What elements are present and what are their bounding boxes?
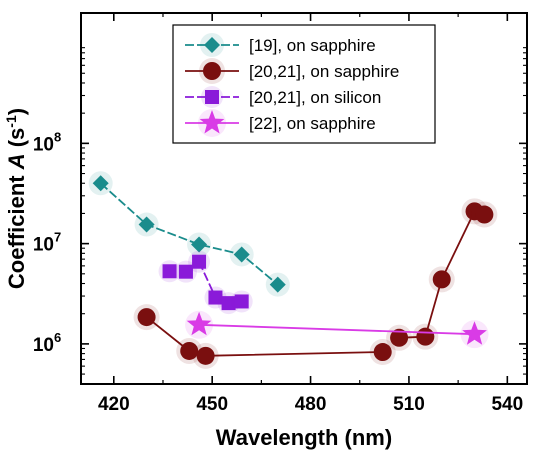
series-3-point [178, 264, 193, 279]
series-3-point [162, 264, 177, 279]
series-2-point [432, 270, 451, 289]
series-2-point [180, 341, 199, 360]
series-3-point [192, 254, 207, 269]
y-tick-exponent: 7 [54, 230, 61, 245]
legend-marker-1 [204, 37, 220, 53]
series-3-point [208, 290, 223, 305]
y-axis-title-part: A [4, 153, 29, 170]
series-2-point [390, 328, 409, 347]
y-tick-base: 10 [33, 134, 54, 155]
series-3-point [221, 296, 236, 311]
legend-marker-2 [203, 62, 221, 80]
series-1-point [269, 276, 286, 293]
y-tick-base: 10 [33, 235, 54, 256]
legend-label-1: [19], on sapphire [249, 36, 376, 55]
y-tick-exponent: 8 [54, 129, 61, 144]
series-2-point [196, 346, 215, 365]
series-1-point [138, 216, 155, 233]
series-4-line [199, 323, 475, 336]
legend-label-4: [22], on sapphire [249, 114, 376, 133]
series-3-point [234, 294, 249, 309]
legend-marker-3 [205, 90, 219, 104]
series-4-point [186, 311, 212, 336]
series-1-line [100, 182, 279, 286]
series-2-point [137, 308, 156, 327]
series-2-point [373, 343, 392, 362]
legend-label-3: [20,21], on silicon [249, 88, 381, 107]
series-2-point [416, 327, 435, 346]
y-tick-label: 106 [33, 330, 61, 356]
x-tick-label: 450 [196, 394, 228, 415]
y-axis-title-part: (s [4, 128, 29, 154]
series-1-point [233, 246, 250, 263]
x-axis-title: Wavelength (nm) [216, 425, 392, 450]
y-axis-title-part: Coefficient [4, 169, 29, 289]
x-tick-label: 420 [98, 394, 130, 415]
y-axis-title-part: ) [4, 108, 29, 115]
y-tick-base: 10 [33, 335, 54, 356]
y-tick-label: 107 [33, 230, 61, 256]
x-tick-label: 480 [295, 394, 327, 415]
y-axis-title: Coefficient A (s-1) [3, 108, 29, 289]
x-tick-label: 510 [393, 394, 425, 415]
y-axis-title-part: -1 [3, 115, 19, 128]
series-1-point [92, 175, 109, 192]
series-1-point [191, 236, 208, 253]
legend-marker-4 [199, 110, 225, 134]
plot-frame [80, 12, 528, 385]
x-tick-label: 540 [491, 394, 523, 415]
y-tick-label: 108 [33, 129, 61, 155]
series-2-point [475, 205, 494, 224]
series-4-point [462, 321, 487, 345]
y-tick-exponent: 6 [54, 330, 61, 345]
legend-label-2: [20,21], on sapphire [249, 62, 399, 81]
